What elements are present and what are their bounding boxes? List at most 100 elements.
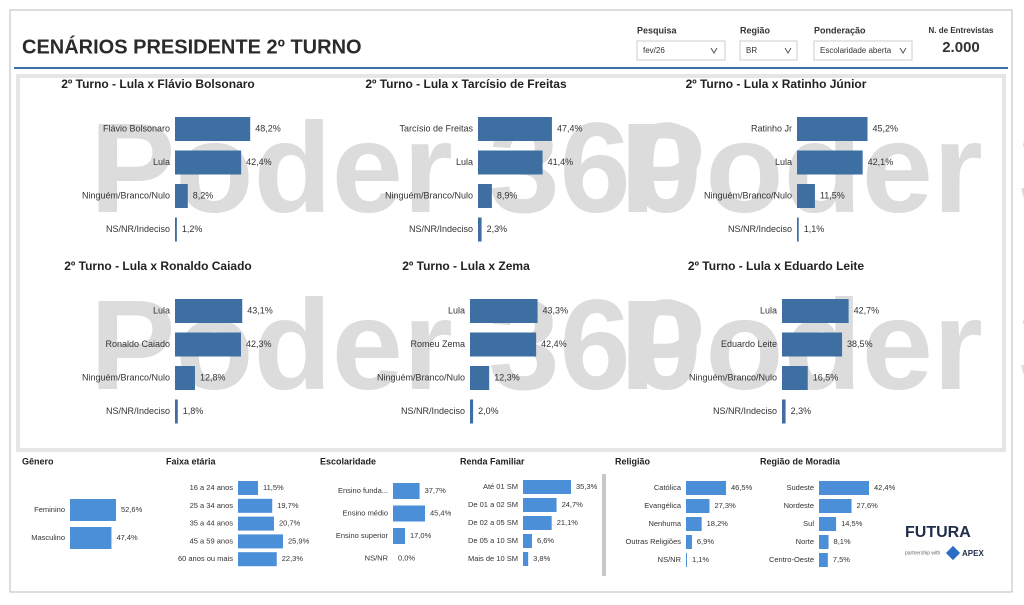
bar: [393, 528, 405, 544]
scrollbar[interactable]: [602, 474, 606, 576]
category-label: Sudeste: [786, 483, 814, 492]
value-label: 42,4%: [541, 339, 567, 349]
bar: [470, 366, 490, 390]
bar: [523, 516, 552, 530]
value-label: 37,7%: [425, 486, 447, 495]
value-label: 43,3%: [543, 305, 569, 315]
category-label: Lula: [760, 305, 777, 315]
chart-title: 2º Turno - Lula x Tarcísio de Freitas: [365, 77, 567, 91]
value-label: 8,1%: [834, 537, 851, 546]
value-label: 20,7%: [279, 519, 301, 528]
bar: [393, 505, 425, 522]
bar: [238, 534, 283, 549]
category-label: Ratinho Jr: [751, 123, 792, 133]
value-label: 0,0%: [398, 553, 415, 562]
value-label: 19,7%: [277, 501, 299, 510]
chart-title: 2º Turno - Lula x Zema: [402, 259, 530, 273]
category-label: Ronaldo Caiado: [105, 339, 170, 349]
bar: [470, 332, 537, 357]
chart-title: 2º Turno - Lula x Ratinho Júnior: [686, 77, 867, 91]
value-label: 18,2%: [707, 519, 729, 528]
value-label: 35,3%: [576, 482, 598, 491]
value-label: 42,7%: [854, 305, 880, 315]
bar: [523, 534, 532, 548]
dropdown[interactable]: [636, 40, 726, 61]
value-label: 6,6%: [537, 536, 554, 545]
category-label: Outras Religiões: [626, 537, 682, 546]
category-label: Ninguém/Branco/Nulo: [377, 372, 465, 382]
bar: [175, 117, 251, 141]
dropdown-value: fev/26: [643, 46, 665, 55]
bar: [797, 217, 799, 242]
value-label: 1,8%: [183, 406, 204, 416]
value-label: 1,1%: [804, 224, 825, 234]
value-label: 2,3%: [487, 224, 508, 234]
kpi-label: N. de Entrevistas: [929, 26, 994, 35]
bar: [175, 150, 242, 175]
value-label: 1,2%: [182, 224, 203, 234]
chart-title: Gênero: [22, 456, 54, 466]
category-label: 16 a 24 anos: [190, 483, 234, 492]
category-label: De 05 a 10 SM: [468, 536, 518, 545]
filter-label: Ponderação: [814, 25, 866, 35]
category-label: NS/NR: [365, 553, 389, 562]
chart-title: Renda Familiar: [460, 456, 525, 466]
value-label: 8,2%: [193, 190, 214, 200]
dropdown[interactable]: [739, 40, 798, 61]
value-label: 42,1%: [868, 157, 894, 167]
category-label: 25 a 34 anos: [190, 501, 234, 510]
logo-partnership: partnership with: [905, 550, 941, 556]
bar: [175, 217, 177, 242]
value-label: 47,4%: [557, 123, 583, 133]
value-label: 46,5%: [731, 483, 753, 492]
bar: [393, 483, 420, 499]
category-label: Ninguém/Branco/Nulo: [82, 190, 170, 200]
category-label: Até 01 SM: [483, 482, 518, 491]
value-label: 8,9%: [497, 190, 518, 200]
bar: [523, 552, 529, 566]
category-label: Lula: [153, 305, 170, 315]
category-label: Centro-Oeste: [769, 555, 814, 564]
category-label: Ensino funda...: [338, 486, 388, 495]
bar: [523, 498, 557, 512]
value-label: 1,1%: [692, 555, 709, 564]
value-label: 16,5%: [813, 372, 839, 382]
value-label: 12,8%: [200, 372, 226, 382]
bar: [782, 299, 849, 323]
value-label: 52,6%: [121, 505, 143, 514]
bar: [238, 516, 274, 531]
dropdown[interactable]: [813, 40, 913, 61]
value-label: 42,4%: [246, 157, 272, 167]
value-label: 11,5%: [263, 483, 284, 492]
bar: [478, 117, 552, 141]
bar: [797, 117, 868, 141]
category-label: 35 a 44 anos: [190, 519, 234, 528]
bar: [686, 499, 710, 513]
bar: [175, 299, 243, 323]
bar: [782, 366, 808, 390]
bar: [819, 481, 869, 495]
category-label: Eduardo Leite: [721, 339, 777, 349]
category-label: NS/NR/Indeciso: [713, 406, 777, 416]
category-label: Ninguém/Branco/Nulo: [689, 372, 777, 382]
filter-label: Pesquisa: [637, 25, 678, 35]
category-label: Ensino médio: [343, 508, 388, 517]
bar: [782, 399, 786, 424]
value-label: 21,1%: [557, 518, 579, 527]
category-label: Flávio Bolsonaro: [103, 123, 170, 133]
value-label: 22,3%: [282, 554, 304, 563]
category-label: NS/NR: [658, 555, 682, 564]
bar: [238, 552, 277, 567]
bar: [797, 150, 863, 175]
value-label: 42,3%: [246, 339, 272, 349]
category-label: Lula: [775, 157, 792, 167]
value-label: 25,9%: [288, 536, 310, 545]
chevron: [899, 47, 907, 54]
bar: [175, 184, 188, 208]
category-label: 45 a 59 anos: [190, 536, 234, 545]
category-label: Feminino: [34, 505, 65, 514]
value-label: 38,5%: [847, 339, 873, 349]
bar: [238, 481, 258, 495]
